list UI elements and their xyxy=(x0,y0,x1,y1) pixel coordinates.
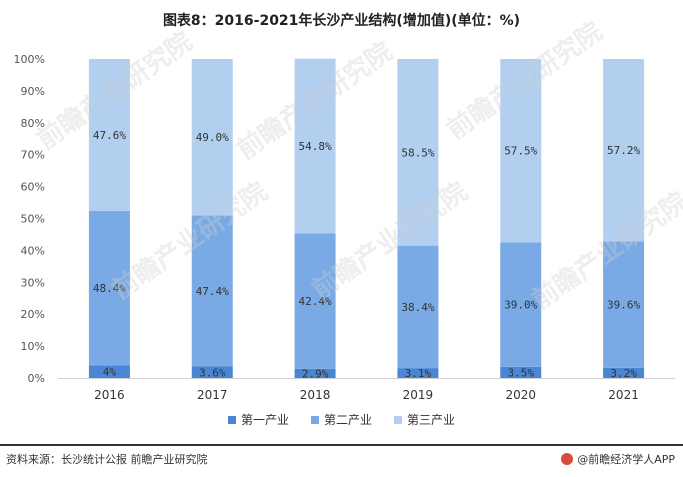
chart-legend: 第一产业 第二产业 第三产业 xyxy=(0,411,683,428)
bar-segment-1 xyxy=(294,368,336,378)
y-tick-label: 90% xyxy=(21,85,45,98)
data-label: 58.5% xyxy=(401,146,434,159)
bar-segment-1 xyxy=(88,365,130,378)
x-tick-label: 2017 xyxy=(197,388,228,402)
x-tick-label: 2019 xyxy=(403,388,434,402)
data-label: 4% xyxy=(103,366,117,379)
legend-label: 第二产业 xyxy=(323,413,372,427)
bar-segment-2 xyxy=(603,241,645,368)
bar-segment-2 xyxy=(88,210,130,366)
legend-swatch-icon xyxy=(394,415,402,424)
bar-segment-3 xyxy=(191,59,233,216)
bar-segment-2 xyxy=(397,245,439,369)
data-label: 57.5% xyxy=(504,145,537,158)
data-label: 2.9% xyxy=(302,367,329,380)
data-label: 3.1% xyxy=(405,367,432,380)
data-label: 47.6% xyxy=(93,129,126,142)
data-label: 48.4% xyxy=(93,282,126,295)
data-label: 47.4% xyxy=(196,285,229,298)
y-tick-label: 0% xyxy=(28,372,45,385)
y-tick-label: 20% xyxy=(21,308,45,321)
data-label: 39.6% xyxy=(607,299,640,312)
watermark: 前瞻产业研究院 xyxy=(106,176,273,306)
data-label: 49.0% xyxy=(196,131,229,144)
chart-title: 图表8：2016-2021年长沙产业结构(增加值)(单位：%) xyxy=(162,13,521,29)
x-tick-label: 2018 xyxy=(300,388,331,402)
brand-credit: @前瞻经济学人APP xyxy=(561,451,675,467)
data-label: 57.2% xyxy=(607,144,640,157)
data-label: 38.4% xyxy=(401,301,434,314)
legend-item: 第二产业 xyxy=(310,411,372,428)
brand-text: @前瞻经济学人APP xyxy=(577,453,675,466)
data-label: 3.2% xyxy=(610,367,637,380)
legend-swatch-icon xyxy=(310,415,319,424)
y-tick-label: 10% xyxy=(21,340,45,353)
bar-segment-1 xyxy=(191,366,233,378)
x-tick-label: 2020 xyxy=(505,388,536,402)
data-label: 42.4% xyxy=(299,295,332,308)
bar-segment-1 xyxy=(603,367,645,378)
y-tick-label: 80% xyxy=(21,117,45,130)
data-label: 54.8% xyxy=(299,140,332,153)
legend-label: 第三产业 xyxy=(407,413,456,427)
data-label: 39.0% xyxy=(504,299,537,312)
legend-item: 第三产业 xyxy=(394,411,455,428)
footer: 资料来源：长沙统计公报 前瞻产业研究院 @前瞻经济学人APP xyxy=(0,444,683,477)
source-note: 资料来源：长沙统计公报 前瞻产业研究院 xyxy=(6,453,208,466)
bar-segment-2 xyxy=(191,215,233,367)
data-label: 3.6% xyxy=(199,366,226,379)
y-tick-label: 70% xyxy=(21,149,45,162)
bar-segment-2 xyxy=(294,233,336,369)
brand-logo-icon xyxy=(561,453,574,465)
x-tick-label: 2021 xyxy=(608,388,639,402)
legend-label: 第一产业 xyxy=(240,413,289,427)
y-tick-label: 60% xyxy=(21,181,45,194)
stacked-bar-chart: 0% 10% 20% 30% 40% 50% 60% 70% 80% 90% 100% 4% 48.4%… xyxy=(14,16,683,402)
bar-segment-1 xyxy=(397,368,439,378)
bar-segment-3 xyxy=(603,59,645,242)
bar-segment-3 xyxy=(500,59,542,243)
data-label: 3.5% xyxy=(508,366,535,379)
legend-item: 第一产业 xyxy=(227,411,289,428)
y-tick-label: 30% xyxy=(21,276,45,289)
bar-segment-3 xyxy=(397,59,439,246)
y-tick-label: 50% xyxy=(21,213,45,226)
bar-segment-3 xyxy=(294,58,336,234)
x-tick-label: 2016 xyxy=(94,388,125,402)
bar-segment-1 xyxy=(500,366,542,378)
y-tick-label: 40% xyxy=(21,244,45,257)
y-tick-label: 100% xyxy=(14,53,45,66)
bar-segment-3 xyxy=(88,59,130,211)
bar-segment-2 xyxy=(500,242,542,367)
legend-swatch-icon xyxy=(227,415,236,424)
